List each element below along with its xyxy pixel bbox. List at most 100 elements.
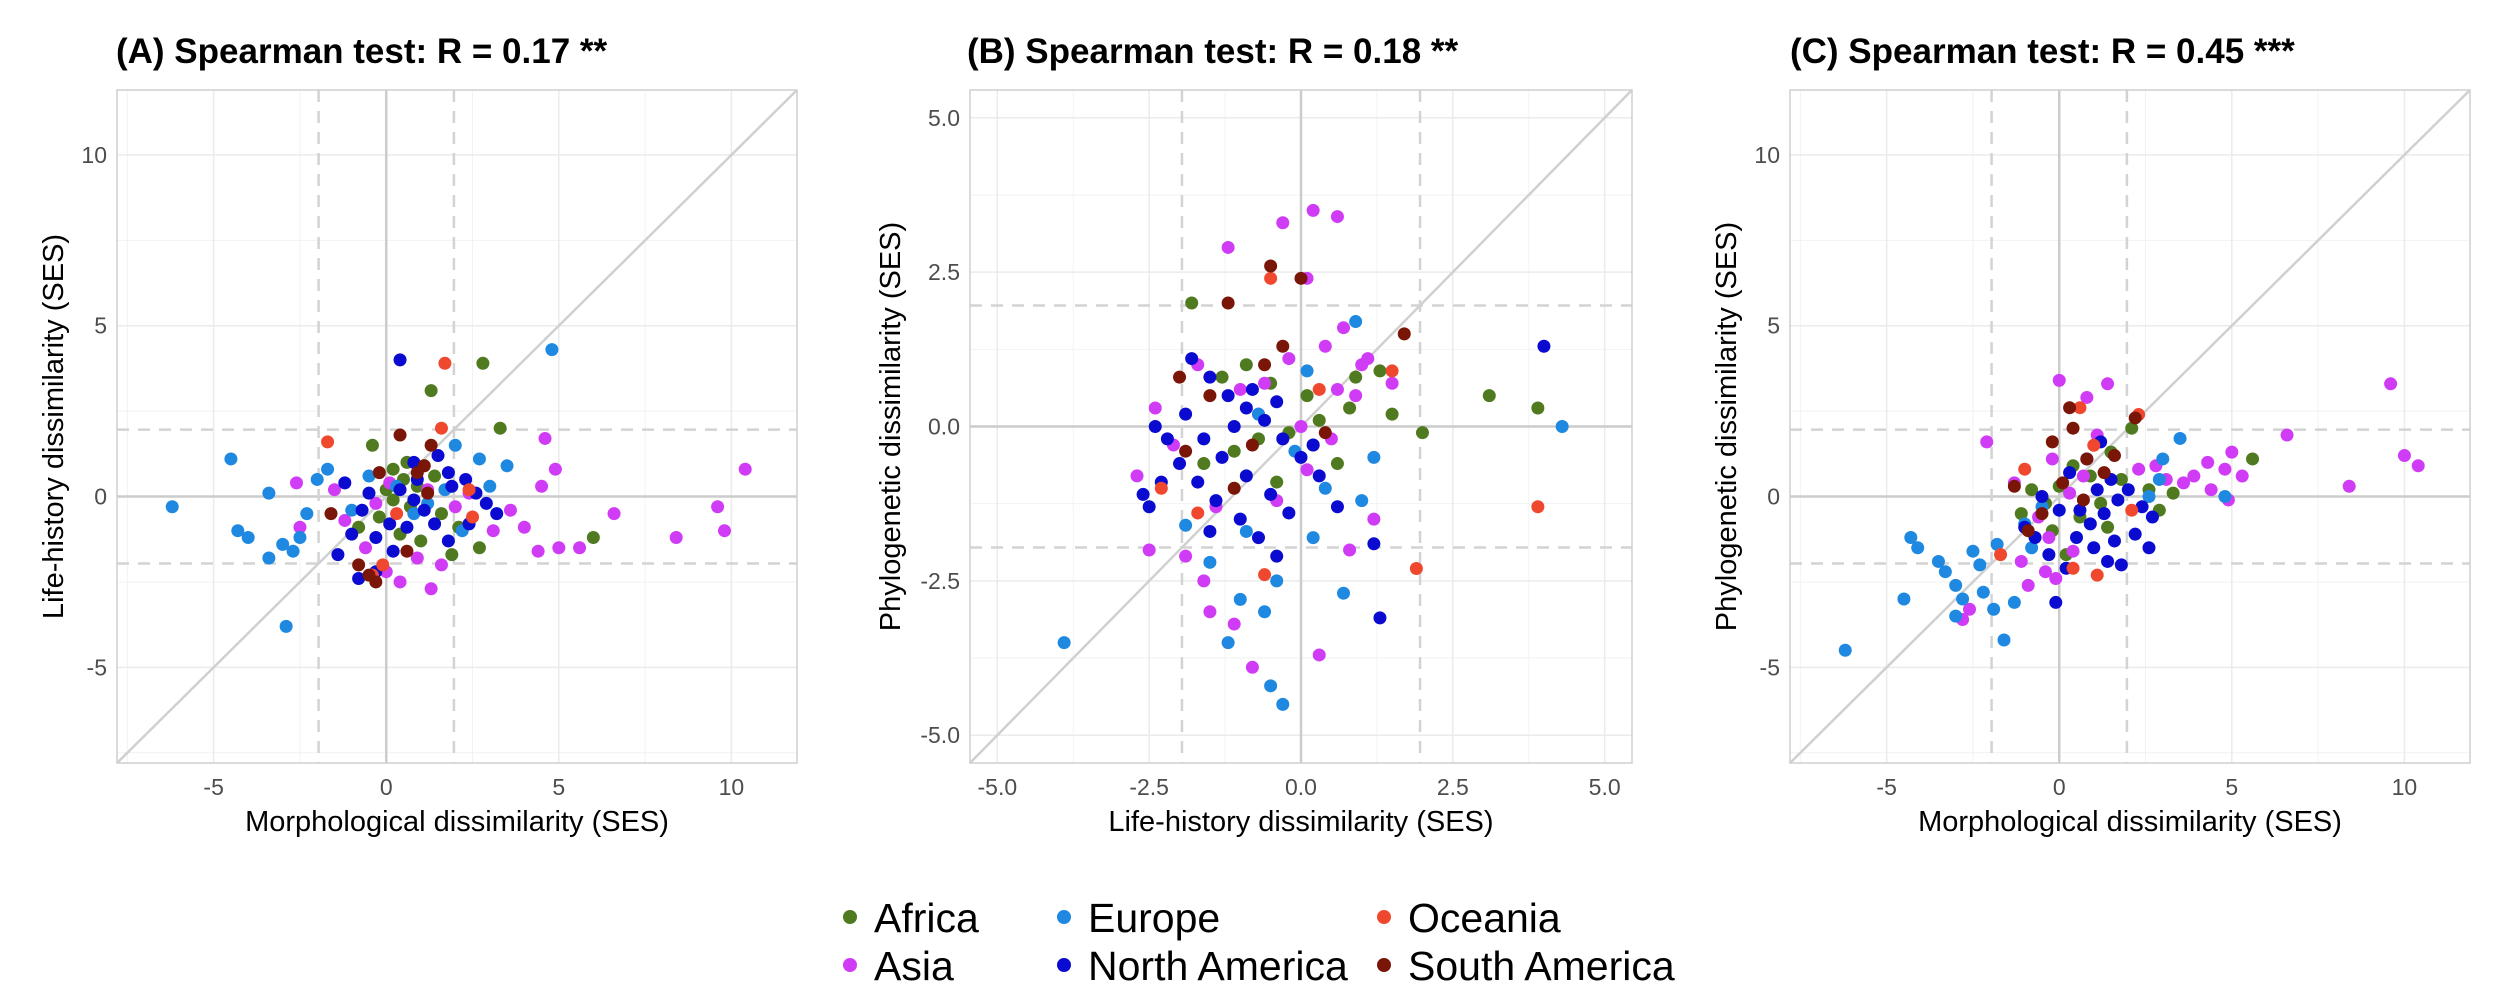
panel-c-point-africa	[2025, 483, 2039, 497]
panel-a-point-africa	[476, 356, 490, 370]
panel-a-point-south-america	[393, 428, 407, 442]
panel-b-point-asia	[1258, 376, 1272, 390]
panel-b-point-north-america	[1270, 549, 1284, 563]
panel-b-point-europe	[1355, 494, 1369, 508]
panel-c-point-europe	[2025, 541, 2039, 555]
panel-a-point-north-america	[445, 479, 459, 493]
panel-a-y-tick-label: 0	[94, 484, 107, 510]
panel-b-point-africa	[1185, 296, 1199, 310]
panel-b-y-tick-label: 0.0	[928, 414, 960, 440]
panel-b-point-africa	[1343, 401, 1357, 415]
panel-c-plot-border	[1789, 89, 2471, 764]
panel-c-point-north-america	[2107, 534, 2121, 548]
panel-b-point-asia	[1385, 376, 1399, 390]
panel-b-point-europe	[1276, 697, 1290, 711]
panel-a-point-north-america	[417, 503, 431, 517]
panel-a-point-africa	[472, 541, 486, 555]
panel-b-point-europe	[1367, 450, 1381, 464]
panel-b-x-tick-label: 2.5	[1437, 774, 1469, 800]
panel-a-y-axis-label: Life-history dissimilarity (SES)	[38, 234, 70, 619]
panel-b-point-oceania	[1531, 500, 1545, 514]
panel-a-point-north-america	[428, 517, 442, 531]
panel-a-point-europe	[279, 619, 293, 633]
panel-b-point-south-america	[1318, 426, 1332, 440]
panel-a-x-tick-label: 0	[380, 774, 393, 800]
panel-b-point-asia	[1306, 203, 1320, 217]
panel-b-point-north-america	[1239, 469, 1253, 483]
legend-key-oceania	[1377, 910, 1391, 924]
panel-b-point-europe	[1221, 636, 1235, 650]
panel-a-point-europe	[362, 469, 376, 483]
panel-c-point-north-america	[2114, 558, 2128, 572]
panel-c-point-oceania	[2090, 568, 2104, 582]
panel-b-point-asia	[1330, 210, 1344, 224]
panel-a-point-north-america	[355, 503, 369, 517]
panel-a-point-europe	[472, 452, 486, 466]
panel-b-point-asia	[1245, 660, 1259, 674]
panel-c-point-europe	[2173, 431, 2187, 445]
panel-b-point-north-america	[1197, 432, 1211, 446]
panel-c-point-south-america	[2063, 401, 2077, 415]
panel-b-point-africa	[1330, 457, 1344, 471]
panel-a-point-north-america	[386, 544, 400, 558]
panel-b-point-asia	[1197, 574, 1211, 588]
panel-b-point-europe	[1349, 315, 1363, 329]
panel-a-y-tick-label: 5	[94, 313, 107, 339]
panel-c-point-oceania	[2087, 438, 2101, 452]
panel-c-point-south-america	[2076, 493, 2090, 507]
panel-a-point-asia	[289, 476, 303, 490]
panel-b-point-europe	[1270, 574, 1284, 588]
panel-a-point-asia	[410, 551, 424, 565]
panel-a-identity-line	[116, 89, 798, 764]
panel-c-point-oceania	[2125, 503, 2139, 517]
panel-c-y-tick-label: 0	[1767, 484, 1780, 510]
panel-b-point-north-america	[1312, 469, 1326, 483]
panel-a-point-north-america	[431, 449, 445, 463]
panel-a-point-asia	[535, 479, 549, 493]
panel-a-point-north-america	[369, 531, 383, 545]
panel-c-point-south-america	[2066, 421, 2080, 435]
panel-c-point-africa	[2114, 472, 2128, 486]
panel-a-point-asia	[548, 462, 562, 476]
legend-label-oceania: Oceania	[1408, 895, 1561, 941]
panel-b-point-asia	[1227, 617, 1241, 631]
panel-c-x-tick-label: 0	[2053, 774, 2066, 800]
panel-c-point-asia	[2014, 554, 2028, 568]
panel-b-point-north-america	[1203, 524, 1217, 538]
panel-a-point-asia	[486, 524, 500, 538]
panel-b-point-europe	[1318, 481, 1332, 495]
panel-c-point-asia	[2101, 377, 2115, 391]
panel-c-point-asia	[2187, 469, 2201, 483]
panel-b-point-asia	[1312, 648, 1326, 662]
panel-c: (C) Spearman test: R = 0.45 *** -5 0 5 10 -5…	[1711, 32, 2471, 838]
panel-a-point-europe	[345, 503, 359, 517]
panel-b-point-north-america	[1191, 475, 1205, 489]
panel-a-point-africa	[428, 469, 442, 483]
panel-a-point-europe	[262, 551, 276, 565]
panel-b-point-north-america	[1136, 487, 1150, 501]
panel-a-point-south-america	[324, 507, 338, 521]
panel-c-point-north-america	[2052, 503, 2066, 517]
panel-a-point-north-america	[393, 353, 407, 367]
panel-a-point-asia	[552, 541, 566, 555]
panel-a-point-asia	[504, 503, 518, 517]
panel-a-point-oceania	[321, 435, 335, 449]
panel-a-x-tick-label: 10	[719, 774, 745, 800]
panel-b-y-tick-label: 2.5	[928, 259, 960, 285]
panel-a-point-europe	[293, 531, 307, 545]
panel-b-point-north-america	[1294, 450, 1308, 464]
panel-b: (B) Spearman test: R = 0.18 ** -5.0 -2.5 0…	[875, 32, 1633, 838]
legend-key-asia	[843, 958, 857, 972]
panel-a-point-africa	[414, 534, 428, 548]
panel-c-point-asia	[2063, 486, 2077, 500]
panel-a-x-axis-label: Morphological dissimilarity (SES)	[245, 806, 669, 838]
panel-a-point-asia	[434, 558, 448, 572]
legend-label-asia: Asia	[874, 943, 954, 989]
panel-c-point-south-america	[2097, 466, 2111, 480]
panel-c-point-oceania	[2073, 401, 2087, 415]
panel-a-point-europe	[407, 507, 421, 521]
panel-c-point-asia	[2080, 390, 2094, 404]
panel-c-point-asia	[2049, 572, 2063, 586]
